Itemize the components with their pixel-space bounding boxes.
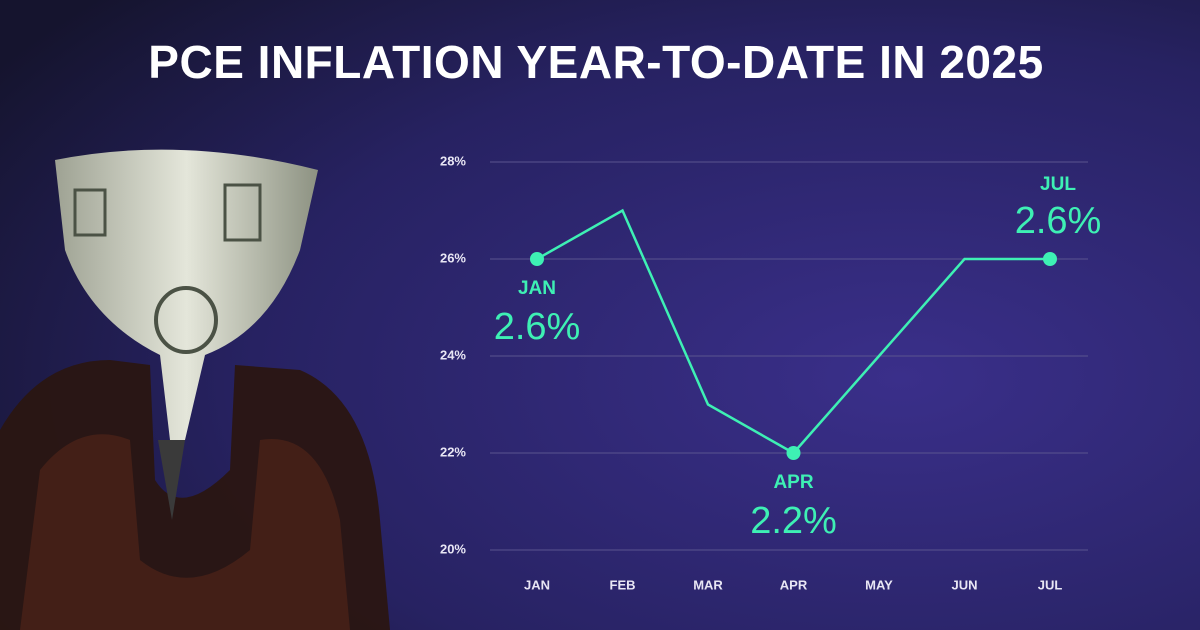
x-tick-label: MAR [693, 577, 723, 592]
annotation-value: 2.6% [494, 306, 581, 348]
y-tick-label: 24% [440, 347, 466, 362]
x-tick-label: MAY [865, 577, 893, 592]
point [530, 252, 544, 266]
annotation-value: 2.2% [750, 500, 837, 542]
point [786, 446, 801, 460]
annotation-value: 2.6% [1015, 200, 1102, 242]
photo-vise-dollar [0, 149, 390, 630]
y-tick-label: 26% [440, 250, 466, 265]
annotation-category: JAN [518, 278, 556, 299]
x-tick-label: JUL [1038, 577, 1063, 592]
point [1043, 252, 1057, 266]
y-tick-label: 20% [440, 541, 466, 556]
x-tick-label: JAN [524, 577, 550, 592]
annotation-category: APR [773, 472, 813, 493]
y-tick-label: 22% [440, 444, 466, 459]
chart-title: PCE INFLATION YEAR-TO-DATE IN 2025 [148, 36, 1043, 88]
x-tick-label: JUN [951, 577, 977, 592]
x-tick-label: FEB [610, 577, 636, 592]
y-tick-label: 28% [440, 153, 466, 168]
annotation-category: JUL [1040, 174, 1076, 195]
x-tick-label: APR [780, 577, 808, 592]
